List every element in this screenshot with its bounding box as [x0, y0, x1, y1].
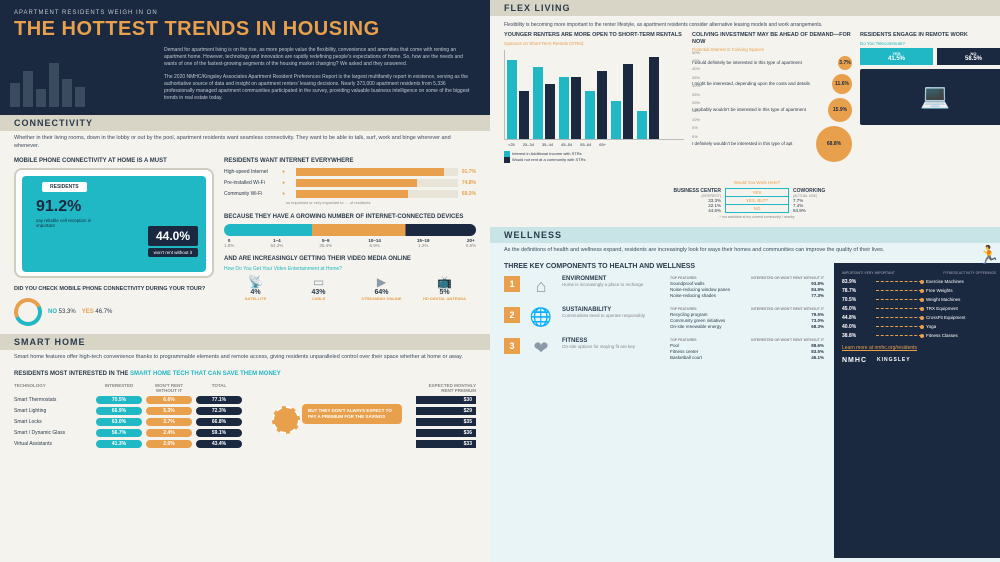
fitness-row: 83.9%Exercise Machines — [842, 279, 996, 285]
bar-pair — [585, 71, 607, 139]
devices-scale — [224, 224, 476, 236]
bar-pair — [611, 64, 633, 139]
kicker: APARTMENT RESIDENTS WEIGH IN ON — [14, 10, 476, 16]
phone-panel: MOBILE PHONE CONNECTIVITY AT HOME IS A M… — [14, 158, 214, 325]
flex-grid: YOUNGER RENTERS ARE MORE OPEN TO SHORT-T… — [490, 32, 1000, 227]
fitness-row: 40.0%Yoga — [842, 324, 996, 330]
fitness-row: 44.8%CrossFit Equipment — [842, 315, 996, 321]
vs-box: YES YES, BUT* NO — [725, 188, 789, 213]
coliving-opt: I definitely wouldn't be interested in t… — [692, 126, 852, 162]
intro-p1: Demand for apartment living is on the ri… — [164, 47, 474, 68]
video-panel: AND ARE INCREASINGLY GETTING THEIR VIDEO… — [224, 256, 476, 301]
coliving-opt: I might be interested, depending upon th… — [692, 74, 852, 94]
bar-pair — [507, 60, 529, 138]
pct-91-note: say reliable cell reception is important — [36, 218, 106, 228]
fitness-row: 45.0%TRX Equipment — [842, 306, 996, 312]
smart-row: Smart Lighting 66.9%5.3%72.3% $29 — [14, 407, 476, 415]
video-item: 📡4%SATELLITE — [224, 275, 287, 301]
internet-bar: Community Wi-Fi● 69.3% — [224, 190, 476, 198]
flex-intro: Flexibility is becoming more important t… — [490, 16, 1000, 32]
coliving-opt: I probably wouldn't be interested in thi… — [692, 98, 852, 122]
pct-91: 91.2% — [36, 198, 81, 216]
internet-caption: RESIDENTS WANT INTERNET EVERYWHERE — [224, 158, 476, 164]
str-chart: YOUNGER RENTERS ARE MORE OPEN TO SHORT-T… — [504, 32, 684, 166]
smarthome-title: SMART HOME — [0, 334, 490, 350]
infographic: APARTMENT RESIDENTS WEIGH IN ON THE HOTT… — [0, 0, 1000, 562]
remote-no: NO58.5% — [937, 48, 1000, 65]
check-answer: NO 53.3% YES 46.7% — [14, 298, 214, 326]
fitness-row: 38.8%Fitness Classes — [842, 333, 996, 339]
components-panel: THREE KEY COMPONENTS TO HEALTH AND WELLN… — [504, 263, 824, 558]
coliving-opt: I would definitely be interested in this… — [692, 56, 852, 70]
buildings-icon — [10, 63, 85, 107]
internet-bar: High-speed Internet● 91.7% — [224, 168, 476, 176]
wellness-section: WELLNESS As the definitions of health an… — [490, 227, 1000, 562]
wellness-component: 1⌂ ENVIRONMENTHome is increasingly a pla… — [504, 276, 824, 299]
devices-panel: BECAUSE THEY HAVE A GROWING NUMBER OF IN… — [224, 214, 476, 248]
wellness-component: 2🌐 SUSTAINABILITYCommunities need to ope… — [504, 307, 824, 330]
bar-pair — [637, 57, 659, 139]
donut-icon — [10, 294, 46, 330]
smart-table: TECHNOLOGYINTERESTEDWON'T RENT WITHOUT I… — [14, 383, 476, 448]
pct-44: 44.0% — [148, 226, 198, 246]
internet-bar: Pre-installed Wi-Fi● 74.8% — [224, 179, 476, 187]
header: APARTMENT RESIDENTS WEIGH IN ON THE HOTT… — [0, 0, 490, 115]
video-item: ▶64%STREAMING ONLINE — [350, 275, 413, 301]
logos: NMHC KINGSLEY — [842, 357, 996, 364]
bar-pair — [533, 67, 555, 138]
intro-p2: The 2020 NMHC/Kingsley Associates Apartm… — [164, 74, 474, 102]
check-question: DID YOU CHECK MOBILE PHONE CONNECTIVITY … — [14, 286, 214, 293]
so-important-note: so important or very important to … of r… — [286, 201, 476, 206]
remote-yes: YES41.5% — [860, 48, 933, 65]
video-item: ▭43%CABLE — [287, 275, 350, 301]
flex-title: FLEX LIVING — [490, 0, 1000, 16]
phone-graphic: RESIDENTS 91.2% say reliable cell recept… — [14, 168, 214, 278]
bar-pair — [559, 77, 581, 138]
internet-panel: RESIDENTS WANT INTERNET EVERYWHERE High-… — [224, 158, 476, 325]
smart-row: Smart Thermostats 70.5%6.6%77.1% $30 — [14, 396, 476, 404]
residents-tab: RESIDENTS — [42, 182, 87, 192]
left-column: APARTMENT RESIDENTS WEIGH IN ON THE HOTT… — [0, 0, 490, 562]
smarthome-body: RESIDENTS MOST INTERESTED IN THE SMART H… — [0, 365, 490, 458]
wellness-intro: As the definitions of health and wellnes… — [490, 243, 1000, 259]
video-item: 📺5%HD DIGITAL ANTENNA — [413, 275, 476, 301]
smarthome-intro: Smart home features offer high-tech conv… — [0, 350, 490, 366]
fitness-row: 70.5%Weight Machines — [842, 297, 996, 303]
connectivity-title: CONNECTIVITY — [0, 115, 490, 131]
premium-badge: BUT THEY DON'T ALWAYS EXPECT TO PAY A PR… — [302, 404, 402, 424]
connectivity-intro: Whether in their living rooms, down in t… — [0, 131, 490, 154]
main-title: THE HOTTEST TRENDS IN HOUSING — [14, 18, 476, 41]
coliving-panel: COLIVING INVESTMENT MAY BE AHEAD OF DEMA… — [692, 32, 852, 166]
learn-more-link[interactable]: Learn more at nmhc.org/residents — [842, 345, 996, 351]
desk-icon: 💻 — [860, 69, 1000, 125]
connectivity-body: MOBILE PHONE CONNECTIVITY AT HOME IS A M… — [0, 154, 490, 333]
pct-44-note: won't rent without it — [148, 248, 198, 257]
wellness-component: 3❤ FITNESSOn-site options for staying fi… — [504, 338, 824, 361]
smart-row: Virtual Assistants 41.3%2.0%43.4% $33 — [14, 440, 476, 448]
fitness-box: IMPORTANT/ VERY IMPORTANTFITNESS ACTIVIT… — [834, 263, 1000, 558]
right-column: FLEX LIVING Flexibility is becoming more… — [490, 0, 1000, 562]
smart-row: Smart / Dynamic Glass 56.7%2.4%59.1% $36 — [14, 429, 476, 437]
smart-row: Smart Locks 63.0%3.7%66.8% $35 — [14, 418, 476, 426]
remote-panel: RESIDENTS ENGAGE IN REMOTE WORK Do You T… — [860, 32, 1000, 166]
wellness-title: WELLNESS — [490, 227, 1000, 243]
work-here-panel: Would You Work Here? BUSINESS CENTER (IN… — [504, 174, 1000, 219]
str-legend: Interest in Additional Income with STRs … — [504, 151, 684, 163]
smart-caption: RESIDENTS MOST INTERESTED IN THE SMART H… — [14, 371, 476, 377]
fitness-row: 78.7%Free Weights — [842, 288, 996, 294]
phone-caption: MOBILE PHONE CONNECTIVITY AT HOME IS A M… — [14, 158, 214, 164]
